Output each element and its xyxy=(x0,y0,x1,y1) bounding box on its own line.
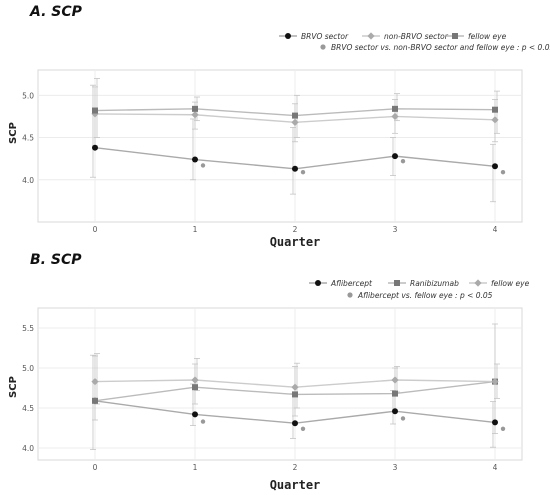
panel-b-significance-marker xyxy=(400,416,406,421)
panel-b-legend-label-fellow-eye: fellow eye xyxy=(491,279,530,288)
panel-a-legend-label-non-brvo-sector: non-BRVO sector xyxy=(384,32,449,41)
panel-b-ylabel: SCP xyxy=(8,376,19,398)
panel-b-significance-marker xyxy=(200,419,206,424)
panel-a-significance-marker xyxy=(400,159,406,164)
panel-b-legend-swatch-aflibercept xyxy=(315,280,321,286)
panel-b-point-aflibercept xyxy=(492,419,498,426)
panel-b-significance-marker xyxy=(300,426,306,431)
panel-a-xtick-label: 0 xyxy=(93,225,98,234)
panel-b-xtick-label: 4 xyxy=(493,463,498,472)
panel-a-legend-swatch-brvo-sector xyxy=(285,33,291,39)
panel-a-point-non-brvo-sector xyxy=(491,116,499,124)
panel-b-point-fellow-eye xyxy=(91,378,99,386)
panel-b-point-fellow-eye xyxy=(291,383,299,391)
panel-a-legend-swatch-non-brvo-sector xyxy=(367,32,375,40)
panel-b-legend-significance-swatch xyxy=(347,292,353,298)
panel-a-point-brvo-sector xyxy=(192,156,198,163)
panel-a-legend-label-fellow-eye: fellow eye xyxy=(468,32,507,41)
panel-b-significance-marker xyxy=(500,426,506,431)
panel-a-point-fellow-eye xyxy=(92,107,98,114)
panel-a-point-non-brvo-sector xyxy=(391,112,399,121)
panel-a-plot-area xyxy=(37,69,523,223)
panel-a-ylabel: SCP xyxy=(8,122,19,144)
panel-a-point-fellow-eye xyxy=(292,112,298,119)
panel-b-xtick-label: 0 xyxy=(93,463,98,472)
panel-a-ytick-label: 4.5 xyxy=(22,134,34,143)
panel-b-xtick-label: 1 xyxy=(193,463,198,472)
panel-b-legend-label-ranibizumab: Ranibizumab xyxy=(410,279,459,288)
panel-a-title: A. SCP xyxy=(29,4,83,20)
panel-a-xtick-label: 3 xyxy=(393,225,398,234)
panel-b-point-aflibercept xyxy=(192,411,198,418)
panel-a-point-brvo-sector xyxy=(292,165,298,172)
panel-a-xtick-label: 1 xyxy=(193,225,198,234)
panel-a-significance-marker xyxy=(500,169,506,175)
panel-a-point-fellow-eye xyxy=(492,106,498,113)
panel-b-point-ranibizumab xyxy=(192,384,198,391)
panel-a-legend-significance-swatch xyxy=(320,44,326,50)
panel-b-xtick-label: 3 xyxy=(393,463,398,472)
panel-a-legend-swatch-fellow-eye xyxy=(452,33,458,39)
panel-b-point-fellow-eye xyxy=(491,378,499,386)
panel-a-point-fellow-eye xyxy=(192,105,198,112)
panel-b-plot-area xyxy=(37,307,523,461)
panel-a-point-non-brvo-sector xyxy=(291,118,299,126)
panel-a-point-non-brvo-sector xyxy=(191,111,199,119)
panel-b-point-ranibizumab xyxy=(292,391,298,398)
panel-b-xtick-label: 2 xyxy=(293,463,298,472)
panel-a-point-fellow-eye xyxy=(392,105,398,112)
panel-a-ytick-label: 4.0 xyxy=(22,176,34,185)
panel-b-ytick-label: 4.5 xyxy=(22,404,34,413)
panel-b-title: B. SCP xyxy=(30,252,82,268)
panel-b-ytick-label: 4.0 xyxy=(22,444,34,453)
panel-a-legend-significance-label: BRVO sector vs. non-BRVO sector and fell… xyxy=(331,43,550,52)
panel-b-legend-swatch-ranibizumab xyxy=(394,280,400,286)
panel-b-xlabel: Quarter xyxy=(270,478,321,492)
panel-b-point-fellow-eye xyxy=(191,376,199,384)
panel-b-ytick-label: 5.5 xyxy=(22,324,34,333)
panel-a-xtick-label: 4 xyxy=(493,225,498,234)
panel-b-legend-significance-label: Aflibercept vs. fellow eye : p < 0.05 xyxy=(357,291,493,300)
panel-a-ytick-label: 5.0 xyxy=(22,91,34,100)
panel-b-point-fellow-eye xyxy=(391,376,399,384)
panel-a-xtick-label: 2 xyxy=(293,225,298,234)
panel-a-legend-label-brvo-sector: BRVO sector xyxy=(301,32,349,41)
panel-a-point-brvo-sector xyxy=(92,144,98,151)
panel-a-point-brvo-sector xyxy=(492,163,498,170)
panel-b-legend-swatch-fellow-eye xyxy=(474,279,482,287)
panel-a-significance-marker xyxy=(300,169,306,175)
panel-b-point-aflibercept xyxy=(292,420,298,427)
panel-b-legend-label-aflibercept: Aflibercept xyxy=(330,279,373,288)
panel-a-significance-marker xyxy=(200,163,206,168)
panel-a-point-brvo-sector xyxy=(392,153,398,160)
panel-a-xlabel: Quarter xyxy=(270,235,321,249)
panel-b-point-ranibizumab xyxy=(92,397,98,404)
panel-b-point-ranibizumab xyxy=(392,390,398,397)
panel-b-point-aflibercept xyxy=(392,408,398,415)
panel-b-ytick-label: 5.0 xyxy=(22,364,34,373)
